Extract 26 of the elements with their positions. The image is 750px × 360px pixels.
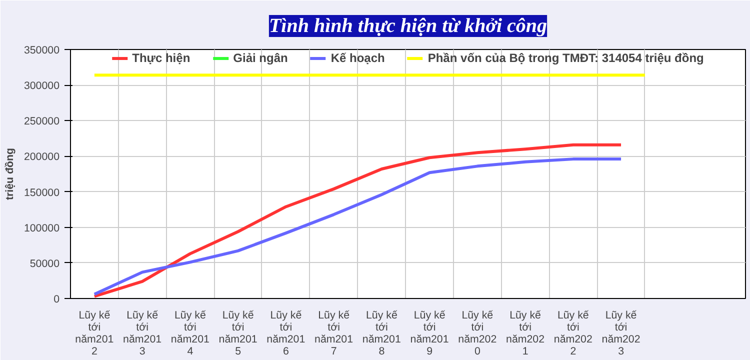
x-tick-label: Lũy kế tới năm2017 [314, 310, 354, 358]
legend-label: Phần vốn của Bộ trong TMĐT: 314054 triệu đồng [428, 51, 704, 65]
y-tick-label: 100000 [24, 222, 60, 234]
y-tick-label: 150000 [24, 186, 60, 199]
x-tick-label: Lũy kế tới năm2014 [170, 310, 210, 358]
x-tick-label: Lũy kế tới năm2021 [506, 310, 545, 358]
x-tick-label: Lũy kế tới năm2019 [410, 310, 449, 358]
y-tick-label: 350000 [24, 44, 60, 56]
y-tick-label: 200000 [24, 151, 60, 164]
y-tick-label: 0 [54, 294, 60, 306]
x-tick-label: Lũy kế tới năm2018 [362, 310, 401, 358]
x-tick-label: Lũy kế tới năm2016 [266, 310, 306, 358]
legend-label: Giải ngân [233, 51, 288, 65]
x-tick-label: Lũy kế tới năm2020 [458, 310, 497, 358]
y-tick-label: 250000 [24, 116, 60, 128]
legend-label: Kế hoạch [330, 51, 385, 65]
legend-label: Thực hiện [132, 51, 190, 65]
chart-title: Tình hình thực hiện từ khởi công [268, 15, 548, 37]
x-tick-label: Lũy kế tới năm2022 [554, 310, 592, 358]
x-tick-label: Lũy kế tới năm2013 [123, 310, 162, 358]
x-tick-label: Lũy kế tới năm2023 [602, 310, 640, 358]
y-tick-label: 50000 [30, 258, 60, 270]
y-axis-title: triệu đồng [4, 148, 16, 200]
x-tick-label: Lũy kế tới năm2012 [75, 310, 114, 358]
x-tick-label: Lũy kế tới năm2015 [218, 310, 258, 358]
y-tick-label: 300000 [24, 80, 60, 92]
